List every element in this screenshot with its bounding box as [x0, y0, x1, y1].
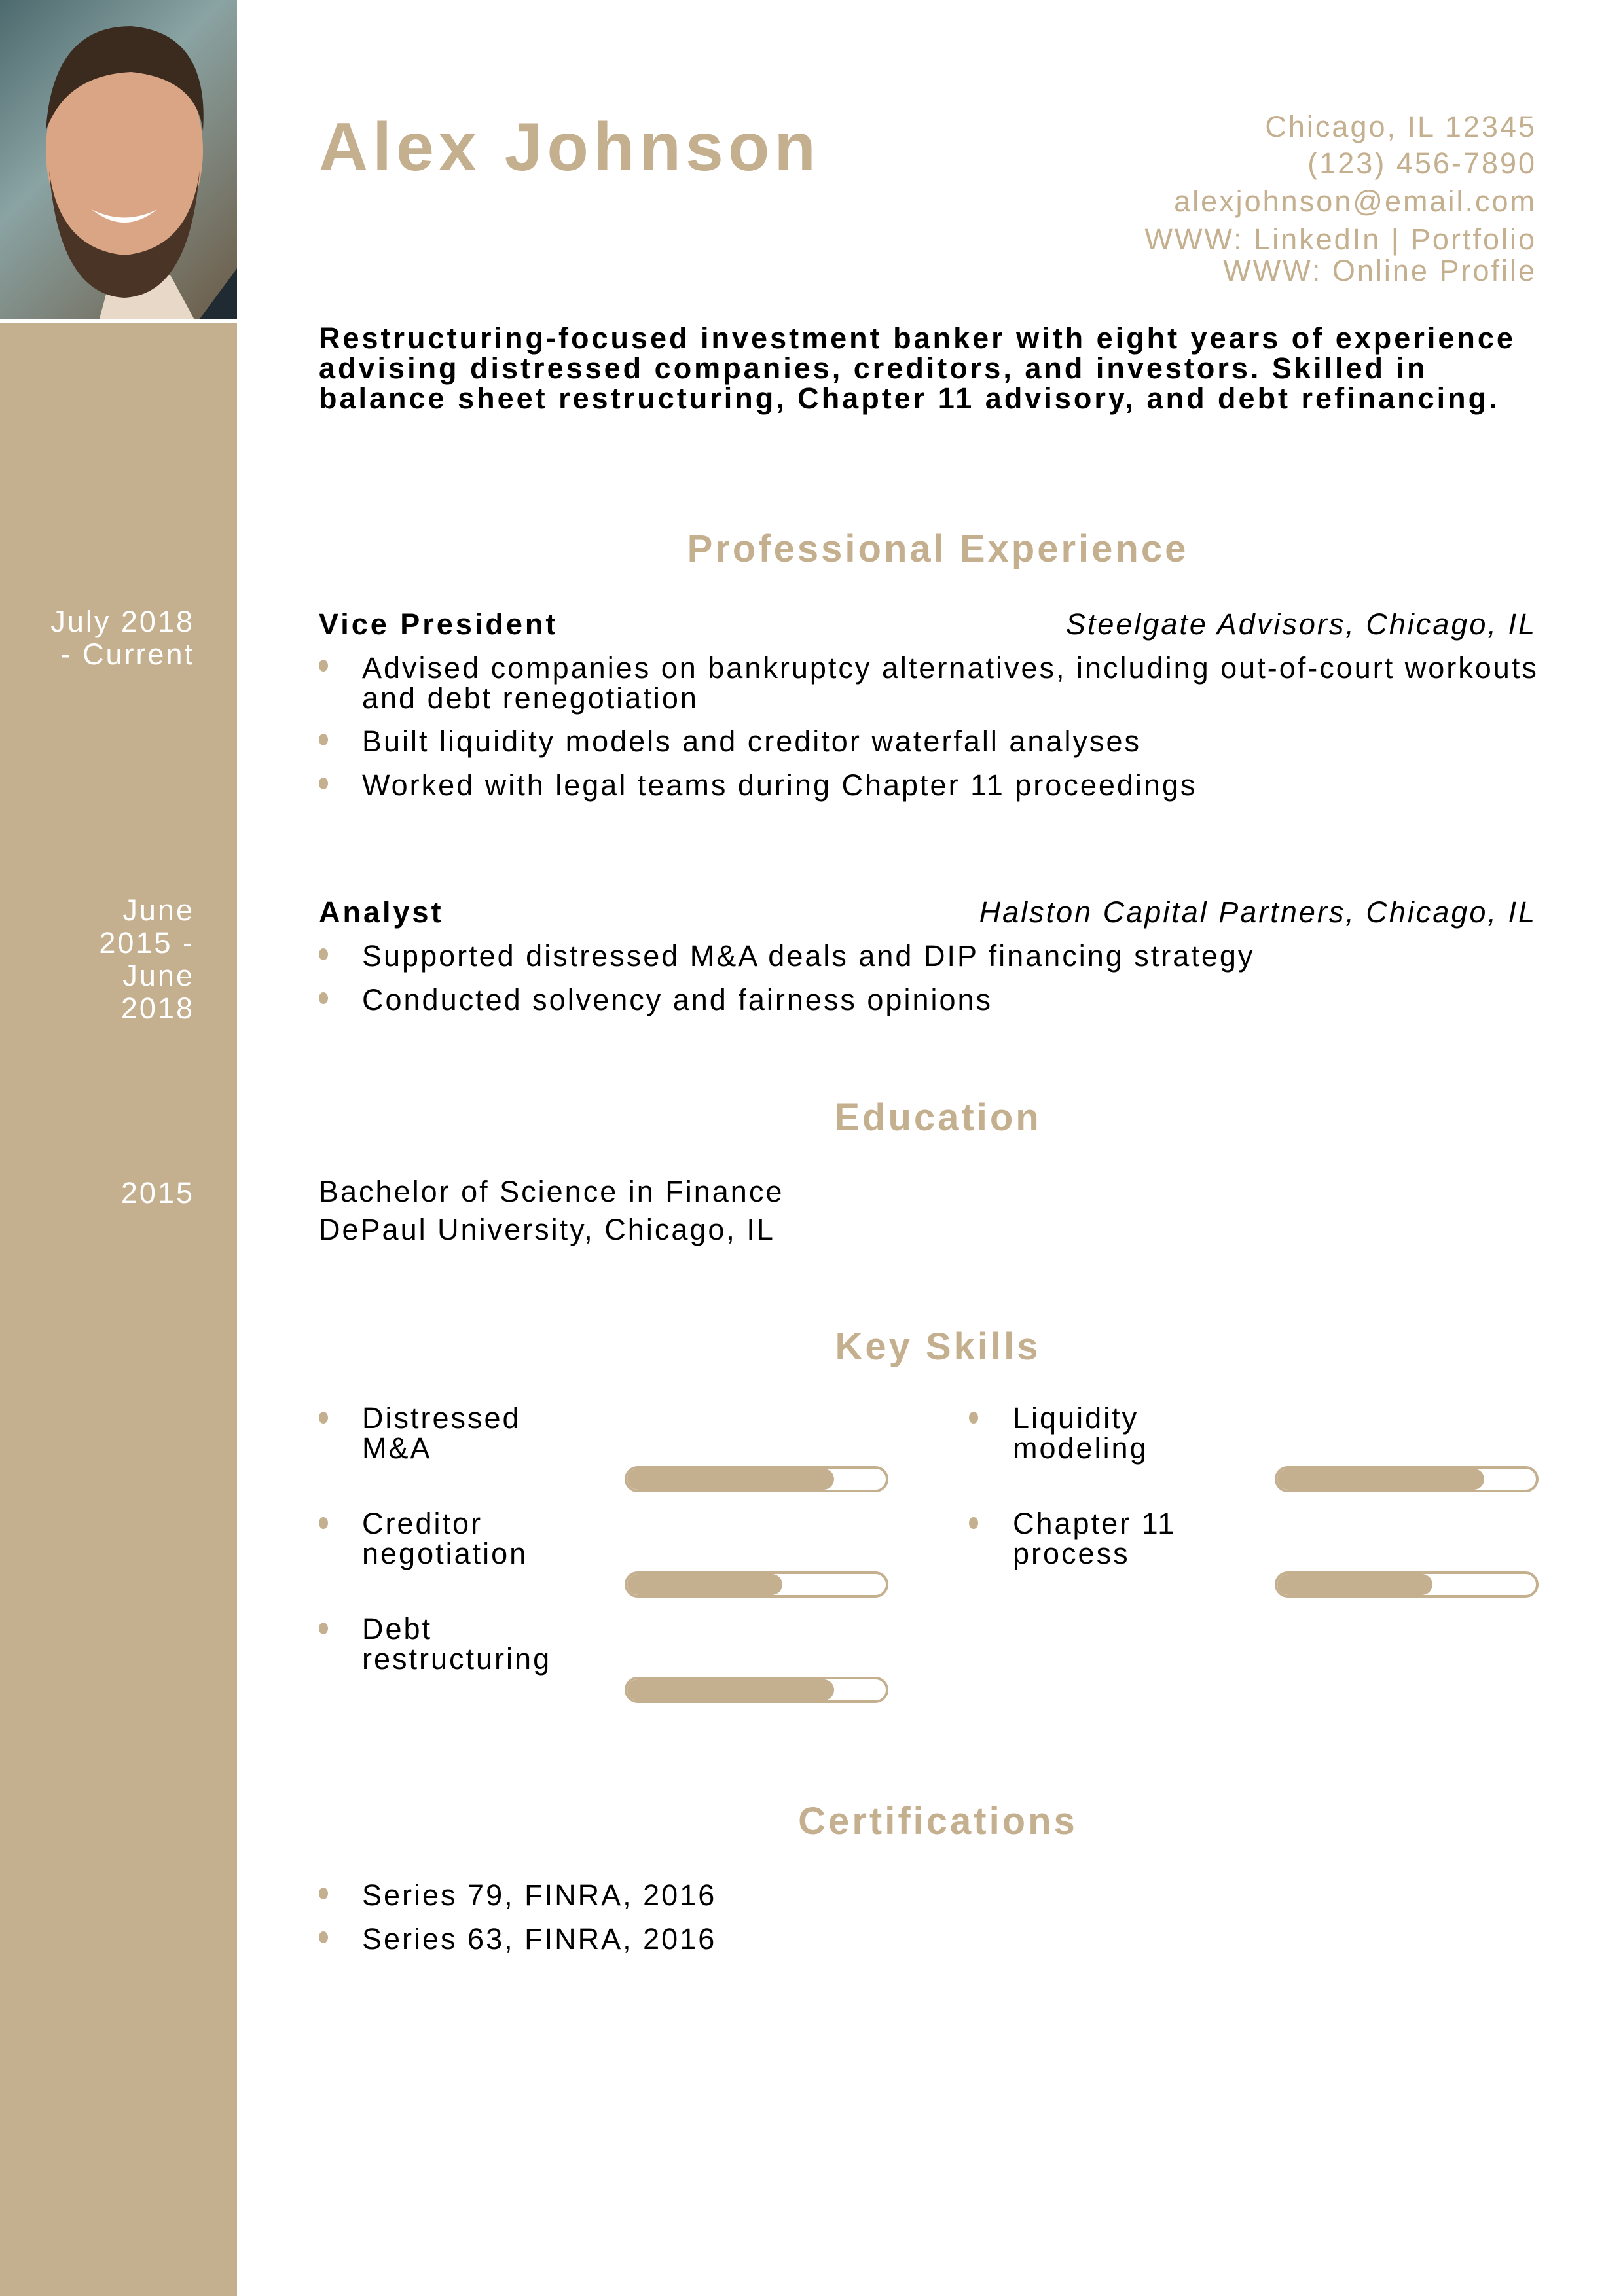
summary: Restructuring-focused investment banker … [319, 321, 1516, 415]
job-2-dates: June 2015 - June 2018 [0, 894, 194, 1025]
skill-label-line: Debt [362, 1612, 433, 1645]
bullet-icon [969, 1412, 978, 1424]
bullet-icon [319, 1931, 328, 1943]
certifications-heading: Certifications [798, 1800, 1078, 1842]
skill-level-bar [625, 1571, 888, 1598]
profile-photo [0, 0, 237, 323]
experience-heading: Professional Experience [687, 528, 1189, 570]
education-year: 2015 [120, 1176, 194, 1210]
contact-email[interactable]: alexjohnson@email.com [1174, 185, 1537, 218]
skill-level-fill [1277, 1574, 1432, 1595]
education-heading: Education [834, 1096, 1042, 1139]
job-1-company: Steelgate Advisors, Chicago, IL [1065, 607, 1537, 641]
skill-label-line: process [1013, 1537, 1130, 1570]
sidebar [0, 0, 237, 2296]
certification-item: Series 79, FINRA, 2016 [362, 1878, 717, 1912]
job-2-bullet: Conducted solvency and fairness opinions [362, 983, 993, 1016]
skill-label: Distressed M&A [362, 1403, 521, 1463]
skill-level-fill [627, 1469, 834, 1490]
bullet-icon [319, 1412, 328, 1424]
bullet-icon [319, 734, 328, 745]
skill-label-line: Creditor [362, 1507, 483, 1540]
education-school: DePaul University, Chicago, IL [319, 1213, 775, 1246]
skill-level-fill [627, 1679, 834, 1700]
job-1-bullet: Worked with legal teams during Chapter 1… [362, 768, 1197, 802]
skill-label: Creditor negotiation [362, 1509, 528, 1569]
skill-level-bar [1275, 1571, 1539, 1598]
skill-label-line: modeling [1013, 1431, 1148, 1465]
job-1-title: Vice President [319, 607, 558, 641]
skill-label-line: Chapter 11 [1013, 1507, 1176, 1540]
date-line: June [122, 959, 194, 992]
date-line: - Current [60, 637, 194, 671]
skill-level-fill [627, 1574, 782, 1595]
certification-item: Series 63, FINRA, 2016 [362, 1922, 717, 1956]
bullet-icon [319, 778, 328, 789]
date-line: 2015 - [99, 926, 194, 960]
skill-label-line: restructuring [362, 1642, 552, 1676]
skill-label: Debt restructuring [362, 1614, 551, 1674]
bullet-icon [319, 992, 328, 1004]
job-2-company: Halston Capital Partners, Chicago, IL [979, 895, 1537, 929]
skill-label-line: M&A [362, 1431, 432, 1465]
job-2-bullet: Supported distressed M&A deals and DIP f… [362, 939, 1255, 973]
job-1-bullet: Advised companies on bankruptcy alternat… [362, 651, 1539, 715]
skill-level-fill [1277, 1469, 1484, 1490]
contact-location: Chicago, IL 12345 [1265, 110, 1537, 143]
bullet-icon [319, 1623, 328, 1634]
skills-heading: Key Skills [835, 1325, 1041, 1368]
education-degree: Bachelor of Science in Finance [319, 1175, 784, 1208]
contact-online-profile[interactable]: WWW: Online Profile [1223, 254, 1537, 287]
skill-level-bar [1275, 1466, 1539, 1492]
skill-label-line: Liquidity [1013, 1401, 1139, 1435]
skill-label-line: negotiation [362, 1537, 528, 1570]
contact-phone[interactable]: (123) 456-7890 [1307, 147, 1537, 180]
date-line: 2018 [120, 992, 194, 1025]
bullet-icon [319, 1517, 328, 1529]
bullet-icon [319, 948, 328, 960]
bullet-icon [319, 1888, 328, 1899]
bullet-icon [969, 1517, 978, 1529]
bullet-icon [319, 660, 328, 672]
skill-label: Liquidity modeling [1013, 1403, 1148, 1463]
job-2-title: Analyst [319, 895, 444, 929]
job-1-dates: July 2018 - Current [0, 605, 194, 671]
skill-label-line: Distressed [362, 1401, 521, 1435]
date-line: June [122, 893, 194, 927]
skill-level-bar [625, 1466, 888, 1492]
job-1-bullet: Built liquidity models and creditor wate… [362, 725, 1141, 758]
date-line: July 2018 [50, 605, 194, 638]
skill-level-bar [625, 1677, 888, 1703]
skill-label: Chapter 11 process [1013, 1509, 1176, 1569]
candidate-name: Alex Johnson [319, 109, 820, 185]
contact-links[interactable]: WWW: LinkedIn | Portfolio [1144, 223, 1537, 256]
